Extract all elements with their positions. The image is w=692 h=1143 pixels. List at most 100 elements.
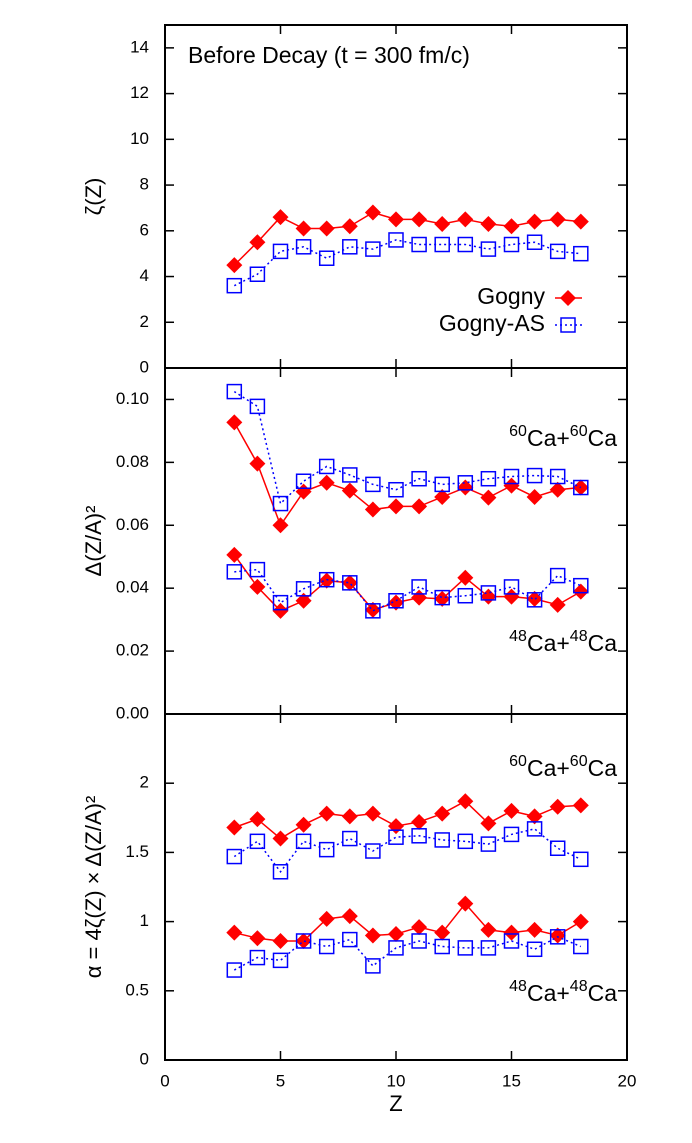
- y-tick-label: 4: [140, 266, 149, 285]
- marker: [249, 833, 266, 850]
- series-line: [233, 422, 581, 527]
- marker: [480, 241, 497, 257]
- marker: [341, 808, 358, 825]
- marker: [560, 290, 576, 306]
- marker: [272, 243, 289, 260]
- legend-label: Gogny: [477, 283, 545, 309]
- marker: [249, 266, 266, 282]
- marker: [457, 236, 474, 253]
- series-line: [233, 211, 581, 266]
- y-tick-label: 0.02: [116, 641, 149, 660]
- plot-frame: [164, 24, 628, 369]
- marker: [549, 596, 566, 613]
- y-tick-label: 1.5: [125, 842, 149, 861]
- y-axis-label: α = 4ζ(Z) × Δ(Z/A)²: [81, 796, 106, 979]
- marker: [503, 468, 520, 485]
- marker: [560, 317, 576, 333]
- marker: [365, 476, 381, 493]
- marker: [295, 239, 312, 255]
- marker: [249, 234, 266, 251]
- annotation: 48Ca+48Ca: [509, 628, 617, 656]
- marker: [249, 949, 266, 966]
- marker: [572, 913, 589, 930]
- marker: [388, 498, 404, 515]
- y-tick-label: 12: [130, 83, 149, 102]
- marker: [572, 583, 589, 600]
- series-line: [234, 800, 581, 840]
- marker: [226, 924, 243, 941]
- marker: [526, 821, 543, 837]
- panel: 00.511.520 5 10 15 20α = 4ζ(Z) × Δ(Z/A)²Z60C…: [81, 713, 636, 1116]
- annotation-part: Ca+: [527, 630, 570, 656]
- marker: [411, 828, 427, 844]
- marker: [526, 234, 543, 250]
- marker: [480, 940, 497, 956]
- marker: [434, 924, 451, 941]
- marker: [411, 589, 428, 606]
- annotation: 48Ca+48Ca: [509, 978, 617, 1006]
- marker: [573, 851, 589, 868]
- marker: [388, 926, 404, 943]
- marker: [503, 933, 520, 949]
- annotation-part: Ca: [588, 630, 618, 656]
- marker: [295, 932, 312, 949]
- marker: [272, 952, 289, 969]
- marker: [480, 215, 497, 232]
- y-tick-label: 0.00: [116, 703, 149, 722]
- x-tick-label: 10: [387, 1071, 406, 1090]
- marker: [226, 848, 243, 865]
- marker: [572, 797, 589, 814]
- marker: [272, 594, 289, 611]
- y-axis-label: ζ(Z): [81, 178, 106, 216]
- marker: [480, 588, 497, 605]
- marker: [573, 938, 589, 955]
- marker: [457, 587, 474, 604]
- marker: [503, 826, 520, 843]
- marker: [503, 218, 520, 235]
- marker: [457, 479, 474, 496]
- marker: [272, 209, 289, 226]
- marker: [364, 501, 381, 518]
- marker: [480, 815, 497, 832]
- marker: [549, 840, 566, 856]
- marker: [249, 398, 266, 415]
- marker: [226, 564, 243, 580]
- annotation-part: 60: [509, 423, 527, 440]
- marker: [434, 938, 450, 955]
- marker: [503, 477, 520, 494]
- y-tick-label: 0.10: [116, 389, 149, 408]
- marker: [526, 808, 543, 825]
- marker: [341, 218, 358, 235]
- y-tick-label: 1: [140, 911, 149, 930]
- marker: [295, 933, 312, 949]
- series-line: [234, 568, 582, 612]
- marker: [226, 257, 243, 274]
- marker: [341, 574, 358, 591]
- marker: [295, 473, 312, 489]
- marker: [434, 488, 451, 505]
- marker: [573, 245, 589, 262]
- annotation: 60Ca+60Ca: [509, 753, 617, 781]
- marker: [364, 805, 381, 822]
- marker: [249, 561, 266, 578]
- y-tick-label: 0.04: [116, 578, 149, 597]
- marker: [503, 588, 520, 605]
- x-axis-label: Z: [389, 1091, 402, 1116]
- marker: [549, 211, 566, 228]
- annotation-part: Ca+: [527, 755, 570, 781]
- marker: [457, 569, 474, 586]
- marker: [342, 575, 358, 591]
- marker: [272, 932, 289, 949]
- marker: [318, 220, 335, 237]
- marker: [572, 213, 589, 230]
- marker: [249, 930, 266, 947]
- annotation-part: 60: [570, 423, 588, 440]
- x-tick-label: 15: [502, 1071, 521, 1090]
- marker: [272, 830, 289, 847]
- marker: [434, 590, 451, 607]
- marker: [503, 579, 520, 595]
- y-tick-label: 2: [140, 312, 149, 331]
- y-tick-label: 0.06: [116, 515, 149, 534]
- annotation-part: 48: [570, 628, 588, 645]
- marker: [295, 833, 312, 850]
